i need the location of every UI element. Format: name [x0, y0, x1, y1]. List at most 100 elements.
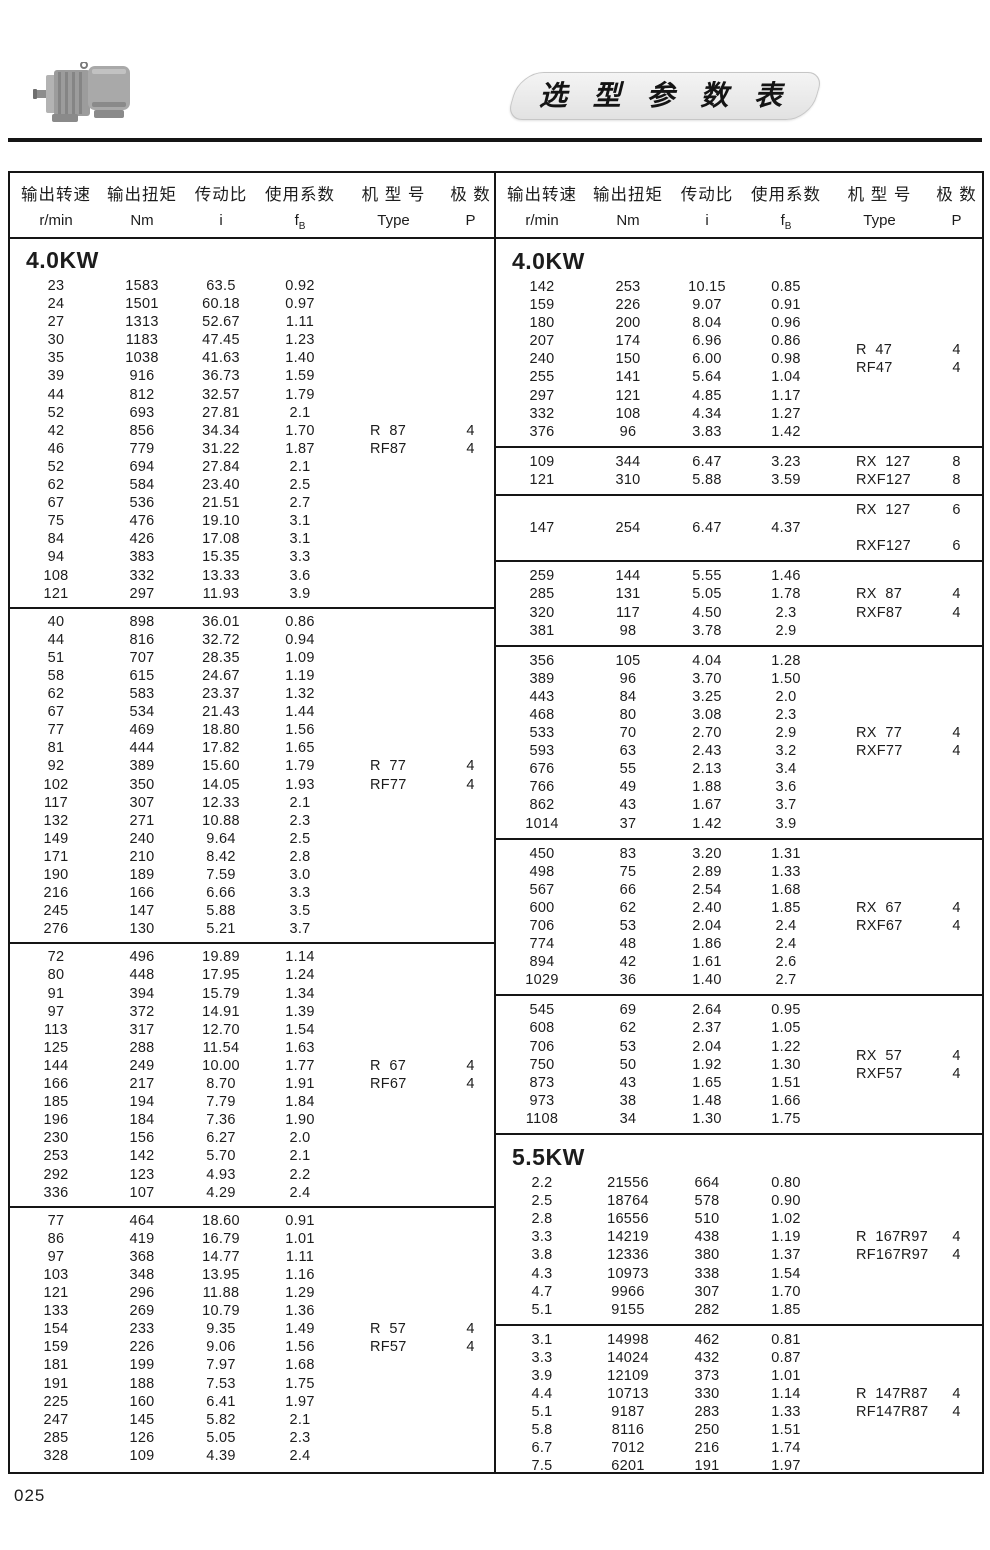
cell-ratio: 282 [694, 1301, 720, 1318]
table-row: 75 476 19.10 3.1 [10, 512, 494, 530]
cell-fb: 0.85 [771, 279, 801, 295]
cell-torque: 43 [619, 1074, 637, 1091]
table-row: 389 96 3.70 1.50 [496, 670, 982, 688]
cell-type: R 77 [370, 758, 407, 775]
cell-poles [933, 1439, 980, 1457]
cell-speed: 67 [47, 495, 65, 512]
cell-fb: 1.19 [771, 1229, 801, 1246]
cell-poles [447, 1212, 494, 1230]
table-row: 207 174 6.96 0.86 R 47 4 [496, 332, 982, 358]
cell-type [340, 985, 447, 1003]
cell-ratio: 4.93 [206, 1166, 236, 1183]
cell-speed: 121 [43, 585, 69, 602]
cell-torque: 144 [615, 568, 641, 585]
cell-torque: 7012 [611, 1440, 645, 1457]
cell-ratio: 191 [694, 1458, 720, 1474]
table-row: 113 317 12.70 1.54 [10, 1021, 494, 1039]
cell-ratio: 338 [694, 1265, 720, 1282]
cell-speed: 84 [47, 531, 65, 548]
cell-ratio: 15.79 [202, 985, 240, 1002]
table-row: 125 288 11.54 1.63 [10, 1039, 494, 1057]
cell-ratio: 1.86 [692, 936, 722, 953]
table-row: 133 269 10.79 1.36 [10, 1302, 494, 1320]
table-section: 40 898 36.01 0.86 44 816 32.72 0.94 51 707 28.35 1.… [10, 606, 494, 943]
page-number: 025 [14, 1486, 46, 1505]
table-section: 3.1 14998 462 0.81 3.3 14024 432 0.87 3.9 12109 37… [496, 1323, 982, 1474]
cell-fb: 2.5 [289, 830, 311, 847]
cell-type [340, 794, 447, 812]
table-row: 52 693 27.81 2.1 [10, 404, 494, 422]
cell-speed: 3.3 [531, 1229, 553, 1246]
cell-poles [447, 1003, 494, 1021]
cell-poles [447, 349, 494, 367]
cell-torque: 53 [619, 1038, 637, 1055]
cell-fb: 1.51 [771, 1422, 801, 1439]
cell-ratio: 52.67 [202, 314, 240, 331]
cell-poles [447, 1147, 494, 1165]
cell-speed: 766 [529, 779, 555, 796]
cell-fb: 2.5 [289, 477, 311, 494]
cell-type [826, 1301, 933, 1319]
table-row: 171 210 8.42 2.8 [10, 848, 494, 866]
cell-poles [933, 670, 980, 688]
cell-torque: 693 [129, 404, 155, 421]
table-section: 4.0KW 142 253 10.15 0.85 159 226 9.07 0.91 180 200… [496, 239, 982, 446]
cell-ratio: 34.34 [202, 422, 240, 439]
cell-fb: 2.1 [289, 794, 311, 811]
cell-type [826, 778, 933, 796]
cell-torque: 166 [129, 885, 155, 902]
cell-torque: 812 [129, 386, 155, 403]
cell-ratio: 36.73 [202, 368, 240, 385]
table-section: 77 464 18.60 0.91 86 419 16.79 1.01 97 368 14.77 1.… [10, 1205, 494, 1469]
cell-type: RXF57 [856, 1065, 903, 1082]
cell-type [826, 1001, 933, 1019]
table-row: 142 253 10.15 0.85 [496, 278, 982, 296]
cell-fb: 2.1 [289, 1411, 311, 1428]
cell-type [340, 830, 447, 848]
table-row: 159 226 9.07 0.91 [496, 296, 982, 314]
cell-speed: 44 [47, 631, 65, 648]
cell-torque: 269 [129, 1303, 155, 1320]
table-row: 52 694 27.84 2.1 [10, 458, 494, 476]
cell-speed: 862 [529, 797, 555, 814]
cell-ratio: 18.60 [202, 1212, 240, 1229]
cell-type [826, 1019, 933, 1037]
cell-ratio [668, 501, 746, 519]
table-row: 24 1501 60.18 0.97 [10, 295, 494, 313]
table-section: 109 344 6.47 3.23 RX 127 8 121 310 5.88 3.59 RXF12… [496, 445, 982, 494]
column-header: 使用系数 [265, 185, 335, 204]
cell-type [340, 1111, 447, 1129]
cell-speed: 27 [47, 314, 65, 331]
cell-poles [933, 1349, 980, 1367]
cell-speed: 166 [43, 1076, 69, 1093]
cell-type [826, 688, 933, 706]
cell-fb: 3.3 [289, 885, 311, 902]
cell-fb: 1.75 [771, 1110, 801, 1127]
cell-poles [447, 685, 494, 703]
cell-poles: 4 [952, 604, 961, 621]
cell-speed: 2.8 [531, 1211, 553, 1228]
table-row: 2.8 16556 510 1.02 [496, 1210, 982, 1228]
cell-torque: 126 [129, 1429, 155, 1446]
cell-fb: 1.74 [771, 1440, 801, 1457]
cell-poles [933, 953, 980, 971]
cell-torque: 174 [615, 333, 641, 350]
cell-torque: 200 [615, 315, 641, 332]
cell-poles [447, 1248, 494, 1266]
cell-speed: 2.2 [531, 1175, 553, 1192]
cell-poles [447, 313, 494, 331]
cell-speed: 52 [47, 404, 65, 421]
table-row: 245 147 5.88 3.5 [10, 902, 494, 920]
cell-poles [933, 1331, 980, 1349]
table-row: 862 43 1.67 3.7 [496, 796, 982, 814]
cell-fb: 2.7 [775, 972, 797, 989]
cell-type [340, 1375, 447, 1393]
cell-speed: 376 [529, 423, 555, 440]
cell-poles [933, 1301, 980, 1319]
column-header: 极 数 [450, 185, 491, 204]
cell-poles [447, 548, 494, 566]
cell-ratio: 63.5 [206, 278, 236, 294]
table-row: 873 43 1.65 1.51 [496, 1074, 982, 1092]
cell-torque: 9155 [611, 1301, 645, 1318]
table-row: 450 83 3.20 1.31 [496, 845, 982, 863]
